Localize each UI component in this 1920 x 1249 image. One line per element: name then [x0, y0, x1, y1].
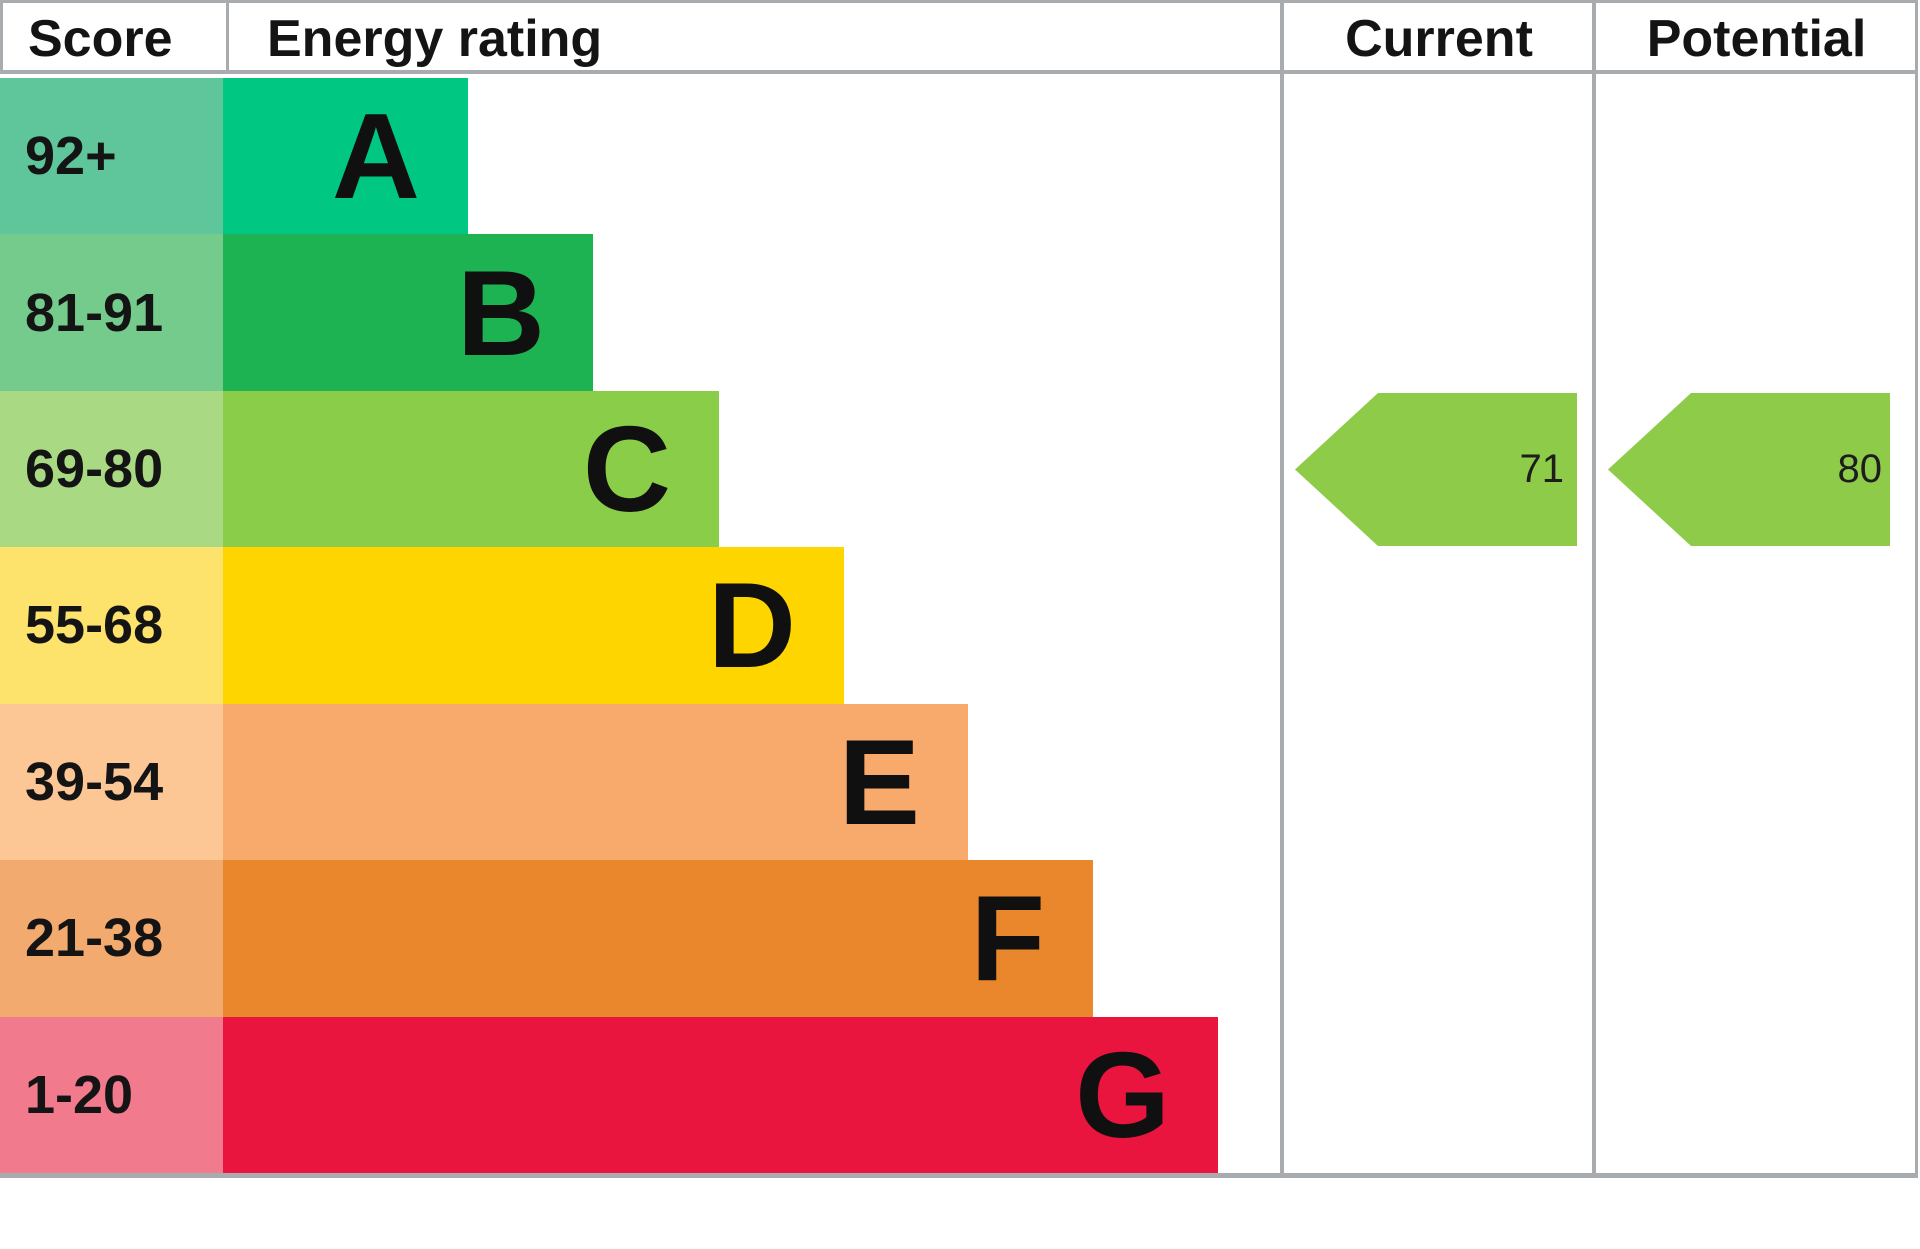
- band-row-d: 55-68 D: [0, 547, 1280, 704]
- rating-bar-f: F: [223, 860, 1093, 1017]
- potential-rating-value: 80: [1837, 447, 1883, 491]
- rating-bar-b: B: [223, 234, 593, 391]
- rating-bar-d: D: [223, 547, 844, 704]
- current-rating-arrow: 71: [1295, 393, 1577, 546]
- epc-rating-chart: Score Energy rating Current Potential 92…: [0, 0, 1918, 1178]
- score-range-f: 21-38: [0, 860, 223, 1017]
- potential-column-header: Potential: [1646, 9, 1867, 68]
- energy-rating-column-header: Energy rating: [226, 3, 1283, 74]
- score-range-e: 39-54: [0, 703, 223, 861]
- rating-bar-c: C: [223, 390, 719, 548]
- rating-bar-e: E: [223, 703, 968, 861]
- band-row-e: 39-54 E: [0, 703, 1280, 861]
- band-row-f: 21-38 F: [0, 860, 1280, 1017]
- band-row-g: 1-20 G: [0, 1016, 1280, 1173]
- rating-bar-a: A: [223, 78, 468, 235]
- score-range-a: 92+: [0, 78, 223, 235]
- current-column-header: Current: [1345, 9, 1533, 68]
- potential-column-divider: [1592, 3, 1596, 1173]
- band-rows: 92+ A 81-91 B 69-80 C 55-68 D 39-54 E 21…: [0, 78, 1280, 1173]
- rating-bar-g: G: [223, 1016, 1218, 1173]
- band-row-c: 69-80 C: [0, 390, 1280, 548]
- band-row-b: 81-91 B: [0, 234, 1280, 391]
- potential-rating-arrow: 80: [1608, 393, 1890, 546]
- score-range-g: 1-20: [0, 1016, 223, 1173]
- score-column-header: Score: [28, 9, 173, 68]
- score-range-d: 55-68: [0, 547, 223, 704]
- score-range-c: 69-80: [0, 390, 223, 548]
- header-row: Score Energy rating Current Potential: [0, 3, 1915, 74]
- current-column-divider: [1280, 3, 1284, 1173]
- score-range-b: 81-91: [0, 234, 223, 391]
- current-rating-value: 71: [1519, 447, 1565, 491]
- band-row-a: 92+ A: [0, 78, 1280, 235]
